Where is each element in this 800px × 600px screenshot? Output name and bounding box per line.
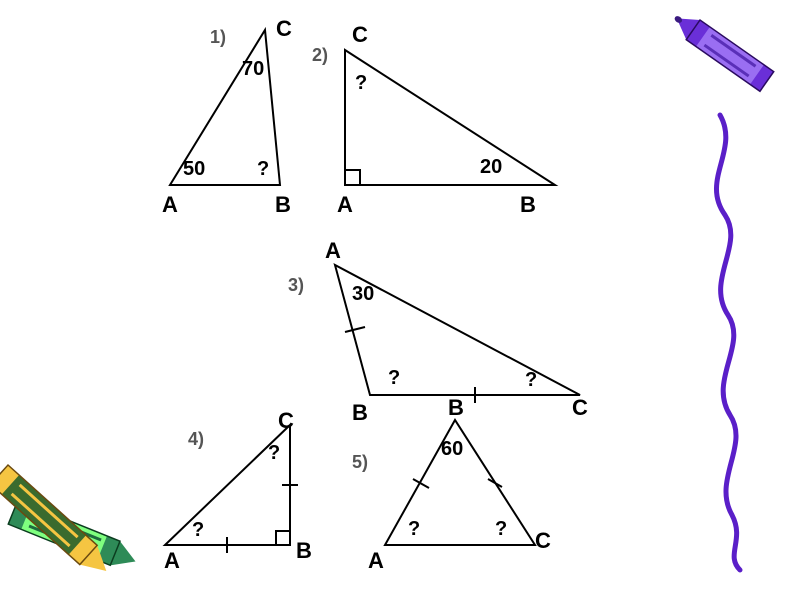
geometry-canvas — [0, 0, 800, 600]
t2-vertex-C: C — [352, 22, 368, 48]
t2-vertex-B: B — [520, 192, 536, 218]
t4-vertex-A: A — [164, 548, 180, 574]
problem-number-3: 3) — [288, 275, 304, 296]
t2-vertex-A: A — [337, 192, 353, 218]
t1-angle-B: ? — [257, 158, 269, 181]
t5-vertex-A: A — [368, 548, 384, 574]
t5-angle-A: ? — [408, 518, 420, 541]
t3-angle-C: ? — [525, 369, 537, 392]
t3-angle-A: 30 — [352, 283, 374, 306]
problem-number-4: 4) — [188, 429, 204, 450]
t3-vertex-C: C — [572, 395, 588, 421]
triangle-2 — [345, 50, 555, 185]
t3-angle-B: ? — [388, 367, 400, 390]
purple-crayon — [668, 7, 774, 570]
t5-vertex-B: B — [448, 395, 464, 421]
t1-vertex-C: C — [276, 16, 292, 42]
problem-number-1: 1) — [210, 27, 226, 48]
t4-vertex-C: C — [278, 408, 294, 434]
t1-angle-C: 70 — [242, 58, 264, 81]
t1-angle-A: 50 — [183, 158, 205, 181]
t4-vertex-B: B — [296, 538, 312, 564]
t5-angle-B: 60 — [441, 438, 463, 461]
t3-vertex-B: B — [352, 400, 368, 426]
t3-vertex-A: A — [325, 238, 341, 264]
t4-angle-A: ? — [192, 519, 204, 542]
t5-angle-C: ? — [495, 518, 507, 541]
problem-number-2: 2) — [312, 45, 328, 66]
t2-angle-B: 20 — [480, 156, 502, 179]
t1-vertex-A: A — [162, 192, 178, 218]
t1-vertex-B: B — [275, 192, 291, 218]
problem-number-5: 5) — [352, 452, 368, 473]
crayons-bottom-left — [0, 465, 140, 581]
t2-angle-C: ? — [355, 72, 367, 95]
t4-angle-C: ? — [268, 442, 280, 465]
t5-vertex-C: C — [535, 528, 551, 554]
